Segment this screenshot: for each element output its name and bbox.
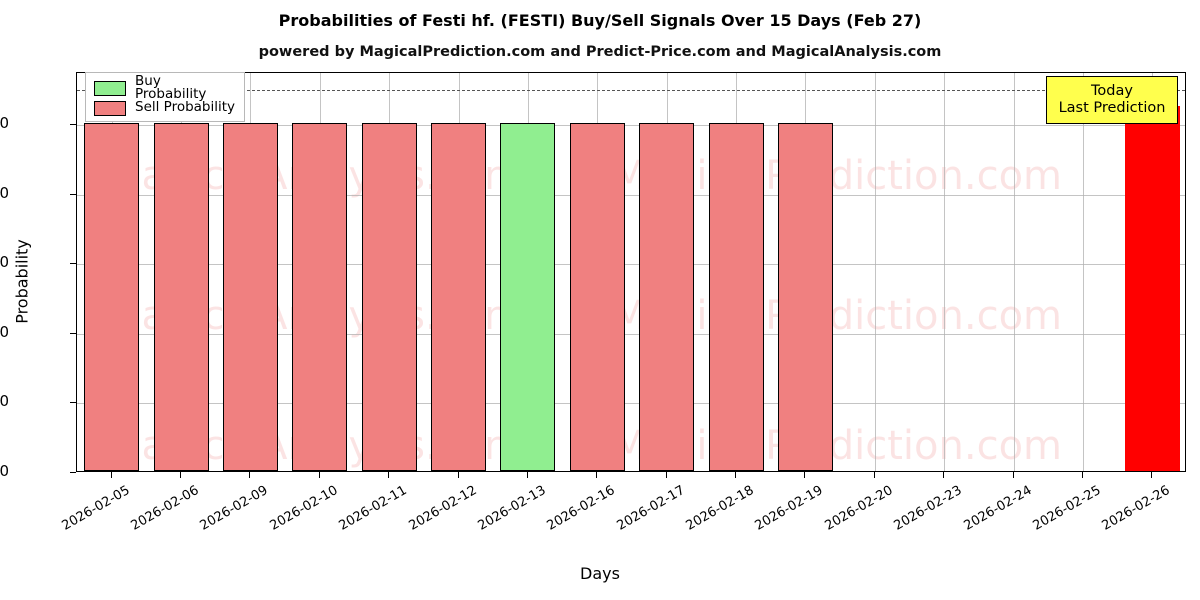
- x-tick-mark: [1012, 472, 1014, 478]
- x-tick-mark: [665, 472, 667, 478]
- x-tick-mark: [735, 472, 737, 478]
- gridline-horizontal: [77, 333, 1185, 335]
- y-tick-mark: [70, 472, 76, 473]
- x-tick-mark: [318, 472, 320, 478]
- x-axis-label: Days: [580, 564, 620, 583]
- y-tick-mark: [70, 263, 76, 265]
- gridline-vertical: [874, 73, 876, 471]
- legend-label: Sell Probability: [135, 99, 236, 116]
- gridline-horizontal: [77, 403, 1185, 405]
- chart-subtitle: powered by MagicalPrediction.com and Pre…: [258, 44, 942, 60]
- y-tick-mark: [70, 332, 76, 334]
- bar-2026-02-05-sell[interactable]: [84, 123, 140, 471]
- bar-2026-02-26-today[interactable]: [1124, 105, 1180, 471]
- today-annotation-line1: Today: [1091, 82, 1133, 99]
- plot-area: MagicalAnalysis.comMagicalPrediction.com…: [76, 72, 1186, 472]
- y-axis-label: Probability: [12, 239, 32, 324]
- x-tick-mark: [249, 472, 251, 478]
- bar-2026-02-18-sell[interactable]: [708, 123, 764, 471]
- bar-2026-02-12-sell[interactable]: [431, 123, 487, 471]
- today-annotation: Today Last Prediction: [1046, 76, 1178, 124]
- x-tick-mark: [457, 472, 459, 478]
- gridline-vertical: [944, 73, 946, 471]
- bar-2026-02-10-sell[interactable]: [292, 123, 348, 471]
- legend-swatch-icon: [94, 100, 126, 116]
- today-annotation-line2: Last Prediction: [1058, 100, 1166, 116]
- gridline-horizontal: [77, 194, 1185, 196]
- bar-2026-02-13-buy[interactable]: [500, 123, 556, 471]
- y-tick-label: 20: [0, 392, 9, 411]
- gridline-horizontal: [77, 125, 1185, 127]
- x-tick-mark: [1081, 472, 1083, 478]
- gridline-horizontal: [77, 264, 1185, 266]
- bar-2026-02-06-sell[interactable]: [153, 123, 209, 471]
- legend-item[interactable]: Sell Probability: [94, 98, 236, 118]
- x-tick-mark: [596, 472, 598, 478]
- bar-2026-02-16-sell[interactable]: [569, 123, 625, 471]
- legend-label: Buy Probability: [135, 72, 207, 102]
- bar-2026-02-09-sell[interactable]: [222, 123, 278, 471]
- legend-item[interactable]: Buy Probability: [94, 74, 236, 101]
- y-tick-label: 0: [0, 462, 9, 480]
- x-tick-mark: [526, 472, 528, 478]
- chart-legend: Buy Probability Sell Probability: [85, 72, 245, 122]
- chart-title: Probabilities of Festi hf. (FESTI) Buy/S…: [278, 11, 922, 30]
- gridline-vertical: [1013, 73, 1015, 471]
- x-tick-mark: [110, 472, 112, 478]
- reference-line: [77, 90, 1185, 92]
- x-tick-mark: [1151, 472, 1153, 478]
- x-tick-mark: [943, 472, 945, 478]
- x-tick-mark: [388, 472, 390, 478]
- gridline-vertical: [1082, 73, 1084, 471]
- x-tick-mark: [873, 472, 875, 478]
- bar-2026-02-19-sell[interactable]: [777, 123, 833, 471]
- x-tick-mark: [804, 472, 806, 478]
- y-tick-label: 40: [0, 322, 9, 341]
- y-tick-mark: [70, 193, 76, 195]
- y-tick-label: 80: [0, 183, 9, 202]
- bar-2026-02-11-sell[interactable]: [361, 123, 417, 471]
- y-tick-label: 100: [0, 114, 9, 133]
- y-tick-label: 60: [0, 253, 9, 272]
- y-tick-mark: [70, 402, 76, 404]
- legend-swatch-icon: [94, 80, 126, 96]
- x-tick-mark: [180, 472, 182, 478]
- bar-2026-02-17-sell[interactable]: [639, 123, 695, 471]
- y-tick-mark: [70, 124, 76, 126]
